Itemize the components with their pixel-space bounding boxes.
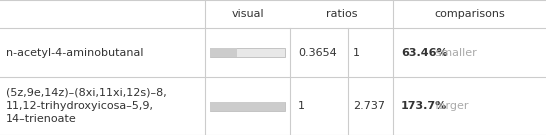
Bar	[210, 48, 285, 57]
Text: 0.3654: 0.3654	[298, 48, 337, 58]
Text: n-acetyl-4-aminobutanal: n-acetyl-4-aminobutanal	[6, 48, 144, 58]
Text: smaller: smaller	[432, 48, 477, 58]
Bar	[210, 102, 285, 111]
Text: ratios: ratios	[326, 9, 357, 19]
Text: 1: 1	[298, 101, 305, 111]
Text: comparisons: comparisons	[434, 9, 505, 19]
Text: visual: visual	[231, 9, 264, 19]
Text: 173.7%: 173.7%	[401, 101, 447, 111]
Bar	[210, 48, 238, 57]
Text: 63.46%: 63.46%	[401, 48, 448, 58]
Text: (5z,9e,14z)–(8xi,11xi,12s)–8,
11,12-trihydroxyicosa–5,9,
14–trienoate: (5z,9e,14z)–(8xi,11xi,12s)–8, 11,12-trih…	[6, 88, 167, 124]
Text: 1: 1	[353, 48, 360, 58]
Text: larger: larger	[432, 101, 468, 111]
Bar	[210, 102, 285, 111]
Text: 2.737: 2.737	[353, 101, 385, 111]
